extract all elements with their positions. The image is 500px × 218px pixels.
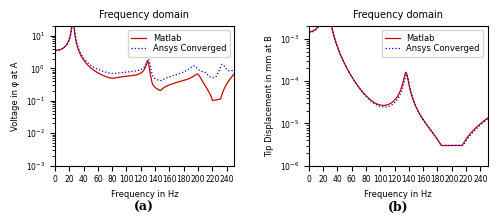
Matlab: [52, 49, 59, 52]
Ansys Converged: [337, 53, 343, 55]
Line: Ansys Converged: Ansys Converged: [56, 1, 234, 80]
Matlab: [70, 0, 76, 2]
Matlab: [306, 31, 312, 33]
Ansys Converged: [70, 0, 76, 2]
Y-axis label: Tip Displacement in mm at B: Tip Displacement in mm at B: [265, 35, 274, 157]
Ansys Converged: [374, 104, 380, 107]
Ansys Converged: [128, 70, 134, 73]
Matlab: [438, 144, 444, 147]
Matlab: [121, 75, 127, 78]
X-axis label: Frequency in Hz: Frequency in Hz: [364, 190, 432, 199]
Matlab: [337, 53, 343, 55]
Ansys Converged: [230, 69, 236, 71]
Text: (b): (b): [388, 201, 408, 214]
Ansys Converged: [121, 71, 127, 74]
Ansys Converged: [462, 141, 468, 144]
Matlab: [462, 140, 468, 142]
Matlab: [210, 99, 216, 102]
Ansys Converged: [73, 37, 79, 39]
Line: Ansys Converged: Ansys Converged: [309, 0, 488, 145]
Ansys Converged: [326, 11, 332, 14]
Matlab: [481, 119, 487, 122]
Title: Frequency domain: Frequency domain: [353, 10, 443, 20]
Matlab: [208, 95, 214, 98]
Ansys Converged: [306, 31, 312, 34]
Legend: Matlab, Ansys Converged: Matlab, Ansys Converged: [382, 30, 484, 57]
Line: Matlab: Matlab: [56, 0, 234, 100]
Matlab: [382, 104, 388, 107]
Matlab: [484, 117, 490, 119]
Legend: Matlab, Ansys Converged: Matlab, Ansys Converged: [128, 30, 230, 57]
Ansys Converged: [52, 49, 59, 51]
Ansys Converged: [484, 118, 490, 121]
Y-axis label: Voltage in φ at A: Voltage in φ at A: [12, 61, 20, 131]
Ansys Converged: [481, 121, 487, 123]
Matlab: [228, 77, 234, 80]
Text: (a): (a): [134, 201, 154, 214]
Title: Frequency domain: Frequency domain: [100, 10, 190, 20]
Matlab: [230, 73, 236, 76]
Matlab: [73, 39, 79, 41]
X-axis label: Frequency in Hz: Frequency in Hz: [110, 190, 178, 199]
Ansys Converged: [438, 144, 444, 147]
Line: Matlab: Matlab: [309, 0, 488, 145]
Ansys Converged: [84, 60, 89, 63]
Ansys Converged: [158, 79, 164, 82]
Matlab: [84, 62, 89, 65]
Ansys Converged: [208, 76, 214, 79]
Matlab: [326, 13, 332, 16]
Matlab: [128, 74, 134, 77]
Matlab: [374, 103, 380, 106]
Ansys Converged: [228, 70, 234, 72]
Ansys Converged: [382, 106, 388, 108]
